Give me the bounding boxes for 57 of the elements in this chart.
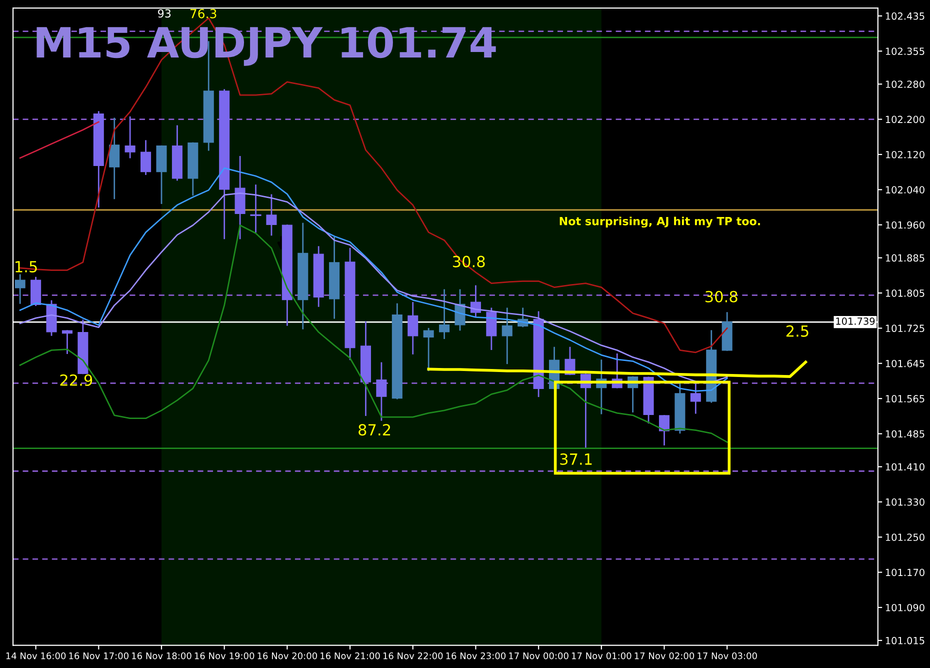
candlestick — [423, 328, 434, 372]
candlestick — [439, 289, 450, 339]
y-tick-label: 102.120 — [886, 150, 924, 158]
candlestick — [470, 285, 481, 318]
y-tick-label: 101.330 — [886, 498, 924, 506]
x-tick-label: 16 Nov 19:00 — [194, 652, 254, 660]
y-tick-label: 101.485 — [886, 430, 924, 438]
annotation: 30.8 — [706, 290, 738, 302]
candlestick — [502, 308, 512, 364]
annotation: 76.3 — [190, 8, 216, 18]
y-tick-label: 102.200 — [886, 116, 924, 124]
annotation: 93 — [158, 9, 171, 18]
y-tick-label: 101.170 — [886, 568, 924, 576]
x-tick-label: 17 Nov 02:00 — [634, 652, 694, 660]
candlestick — [408, 302, 418, 354]
candlestick — [266, 194, 277, 236]
candlestick — [250, 184, 262, 233]
x-tick-label: 14 Nov 16:00 — [6, 652, 66, 660]
x-tick-label: 16 Nov 18:00 — [132, 652, 192, 660]
candlestick — [124, 116, 136, 158]
y-tick-label: 102.040 — [886, 186, 924, 194]
candlestick — [109, 118, 120, 200]
y-tick-label: 102.280 — [886, 80, 924, 88]
y-tick-label: 101.960 — [886, 221, 924, 229]
y-tick-label: 102.435 — [886, 12, 924, 20]
candlestick — [658, 415, 670, 446]
candlestick — [62, 330, 72, 354]
candlestick — [376, 362, 387, 421]
candlestick — [486, 308, 497, 350]
x-tick-label: 16 Nov 17:00 — [69, 652, 128, 660]
y-tick-label: 101.015 — [886, 636, 924, 644]
x-tick-label: 17 Nov 03:00 — [698, 652, 757, 660]
line-series — [19, 121, 100, 159]
y-tick-label: 101.250 — [886, 534, 924, 541]
annotation: 37.1 — [560, 453, 592, 465]
annotation: 22.9 — [60, 374, 92, 386]
y-tick-label: 101.645 — [886, 360, 924, 368]
y-tick-label: 102.355 — [886, 48, 924, 55]
candlestick — [14, 274, 26, 304]
y-tick-label: 101.805 — [886, 289, 924, 297]
x-tick-label: 16 Nov 21:00 — [320, 652, 380, 660]
y-tick-label: 101.885 — [886, 254, 924, 262]
annotation: 2.5 — [786, 325, 808, 337]
x-tick-label: 17 Nov 00:00 — [509, 652, 568, 660]
y-tick-label: 101.090 — [886, 604, 924, 612]
annotation: Not surprising, AJ hit my TP too. — [560, 216, 760, 228]
x-tick-label: 16 Nov 20:00 — [258, 652, 318, 660]
y-tick-label: 101.565 — [886, 395, 924, 402]
annotation: 87.2 — [358, 424, 390, 436]
ref-line-label: 101.739 — [836, 318, 875, 325]
x-tick-label: 16 Nov 22:00 — [383, 652, 443, 660]
candlestick — [690, 383, 701, 414]
x-tick-label: 17 Nov 01:00 — [572, 652, 632, 660]
candlestick — [140, 140, 152, 175]
y-tick-label: 101.410 — [886, 463, 924, 471]
y-tick-label: 101.725 — [886, 324, 924, 332]
x-tick-label: 16 Nov 23:00 — [446, 652, 506, 660]
